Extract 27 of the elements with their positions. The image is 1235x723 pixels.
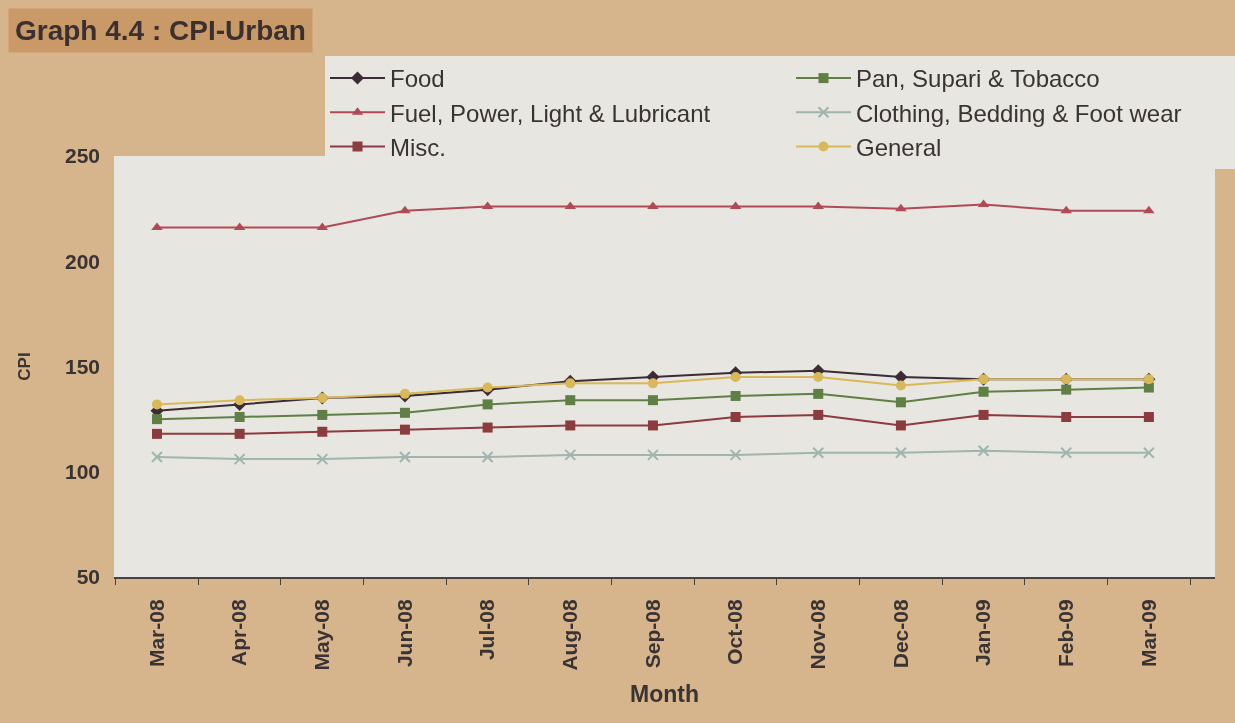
chart-title: Graph 4.4 : CPI-Urban bbox=[15, 15, 306, 46]
x-tick-label: Apr-08 bbox=[227, 599, 251, 666]
legend-label: General bbox=[856, 133, 942, 161]
legend-label: Clothing, Bedding & Foot wear bbox=[856, 99, 1182, 127]
y-tick-label: 100 bbox=[64, 460, 100, 484]
x-tick-label: Dec-08 bbox=[888, 599, 912, 669]
x-tick-label: Oct-08 bbox=[723, 599, 747, 665]
legend-label: Pan, Supari & Tobacco bbox=[856, 65, 1100, 93]
x-tick-label: Mar-09 bbox=[1136, 599, 1160, 668]
x-tick-label: Sep-08 bbox=[640, 599, 664, 669]
x-tick-label: Jun-08 bbox=[392, 599, 416, 668]
y-tick-label: 250 bbox=[64, 144, 100, 168]
x-tick-label: Feb-09 bbox=[1054, 599, 1078, 668]
legend-label: Food bbox=[390, 65, 445, 93]
x-tick-label: Jul-08 bbox=[475, 599, 499, 661]
x-tick-label: Mar-08 bbox=[144, 599, 168, 668]
x-tick-label: Jan-09 bbox=[971, 599, 995, 666]
legend-label: Misc. bbox=[390, 133, 446, 161]
y-axis-title: CPI bbox=[14, 352, 34, 381]
x-axis-title: Month bbox=[630, 680, 699, 707]
y-tick-label: 200 bbox=[64, 249, 100, 273]
x-tick-label: May-08 bbox=[310, 599, 334, 671]
y-tick-label: 150 bbox=[64, 354, 100, 378]
x-tick-label: Nov-08 bbox=[806, 599, 830, 670]
y-tick-label: 50 bbox=[76, 565, 100, 589]
legend-label: Fuel, Power, Light & Lubricant bbox=[390, 99, 711, 127]
x-tick-label: Aug-08 bbox=[558, 599, 582, 671]
